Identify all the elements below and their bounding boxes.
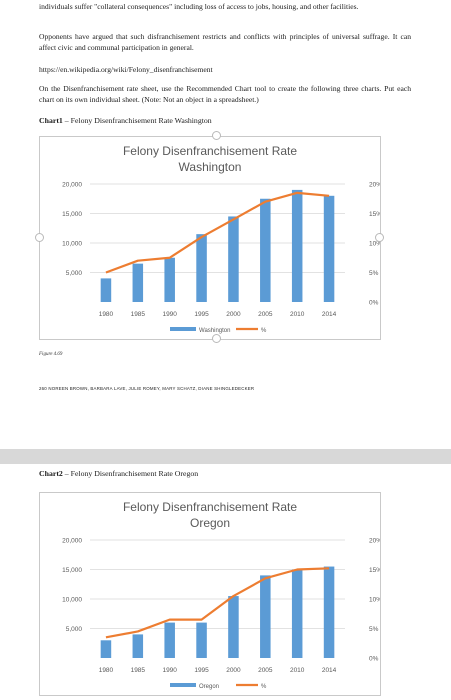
chart-title-line1: Felony Disenfranchisement Rate	[123, 500, 297, 514]
chart1-resize-handle-right[interactable]	[375, 233, 384, 242]
chart2-caption-text: – Felony Disenfranchisement Rate Oregon	[62, 469, 199, 478]
chart-bar	[164, 622, 175, 658]
chart-bar	[323, 566, 335, 658]
chart2-container[interactable]: Felony Disenfranchisement Rate Oregon 20,0…	[39, 492, 382, 696]
page-separator	[0, 449, 451, 464]
figure-label: Figure 4.69	[39, 352, 63, 357]
legend-bar-label: Washington	[199, 328, 230, 334]
chart-bar	[291, 569, 303, 658]
chart-bar	[100, 640, 112, 658]
x-axis-tick-label: 1995	[194, 311, 209, 318]
chart-bar	[228, 216, 239, 302]
x-axis-tick-label: 2005	[258, 667, 273, 674]
chart-title-line2: Oregon	[190, 516, 230, 530]
x-axis-tick-label: 1990	[162, 667, 177, 674]
chart2-caption: Chart2 – Felony Disenfranchisement Rate …	[39, 469, 198, 478]
wikipedia-link[interactable]: https://en.wikipedia.org/wiki/Felony_dis…	[39, 65, 213, 74]
x-axis-tick-label: 2000	[226, 667, 241, 674]
chart-line-series	[105, 191, 330, 274]
chart1-caption-text: – Felony Disenfranchisement Rate Washing…	[62, 116, 212, 125]
x-axis-tick-label: 2005	[258, 311, 273, 318]
x-axis-tick-label: 2000	[226, 311, 241, 318]
right-axis-tick-label: 15%	[369, 567, 380, 574]
left-axis-tick-label: 10,000	[62, 241, 82, 248]
left-axis-tick-label: 5,000	[66, 270, 83, 277]
chart-bar	[260, 575, 271, 658]
right-axis-tick-label: 0%	[369, 300, 379, 307]
chart-bar	[132, 263, 144, 302]
chart1-container[interactable]: Felony Disenfranchisement Rate Washington…	[39, 136, 382, 340]
x-axis-tick-label: 1985	[131, 311, 146, 318]
x-axis-tick-label: 2010	[290, 667, 305, 674]
chart-title-line1: Felony Disenfranchisement Rate	[123, 144, 297, 158]
legend-bar-swatch	[170, 683, 196, 687]
legend-bar-swatch	[170, 327, 196, 331]
x-axis-tick-label: 1985	[131, 667, 146, 674]
chart-bar	[132, 634, 144, 658]
left-axis-tick-label: 15,000	[62, 211, 82, 218]
chart1-caption-bold: Chart1	[39, 116, 63, 125]
chart1-caption: Chart1 – Felony Disenfranchisement Rate …	[39, 116, 212, 125]
right-axis-tick-label: 10%	[369, 597, 380, 604]
chart-title-line2: Washington	[179, 160, 242, 174]
chart-line-series	[105, 567, 330, 639]
chart-bar	[164, 257, 175, 302]
chart2-svg: Felony Disenfranchisement Rate Oregon 20,0…	[62, 500, 382, 690]
chart-bar	[100, 278, 112, 302]
right-axis-tick-label: 20%	[369, 182, 380, 189]
left-axis-tick-label: 20,000	[62, 182, 82, 189]
x-axis-tick-label: 1980	[99, 311, 114, 318]
argument-paragraph: Opponents have argued that such disfranc…	[39, 32, 411, 52]
right-axis-tick-label: 20%	[369, 538, 380, 545]
left-axis-tick-label: 5,000	[66, 626, 83, 633]
chart2-caption-bold: Chart2	[39, 469, 63, 478]
left-axis-tick-label: 10,000	[62, 597, 82, 604]
right-axis-tick-label: 5%	[369, 626, 379, 633]
legend-bar-label: Oregon	[199, 684, 219, 690]
x-axis-tick-label: 1990	[162, 311, 177, 318]
right-axis-tick-label: 0%	[369, 656, 379, 663]
right-axis-tick-label: 10%	[369, 241, 380, 248]
chart1-resize-handle-left[interactable]	[35, 233, 44, 242]
document-page-1: individuals suffer "collateral consequen…	[35, 2, 411, 391]
left-axis-tick-label: 20,000	[62, 538, 82, 545]
intro-paragraph: individuals suffer "collateral consequen…	[39, 2, 359, 11]
chart1-resize-handle-bottom[interactable]	[212, 334, 221, 343]
chart1-svg: Felony Disenfranchisement Rate Washington…	[62, 144, 382, 334]
chart-bar	[323, 195, 335, 302]
x-axis-tick-label: 2010	[290, 311, 305, 318]
x-axis-tick-label: 1995	[194, 667, 209, 674]
left-axis-tick-label: 15,000	[62, 567, 82, 574]
x-axis-tick-label: 2014	[322, 667, 337, 674]
chart1-resize-handle-top[interactable]	[212, 131, 221, 140]
legend-line-label: %	[261, 328, 267, 334]
right-axis-tick-label: 15%	[369, 211, 380, 218]
right-axis-tick-label: 5%	[369, 270, 379, 277]
chart-bar	[228, 596, 239, 658]
chart-bar	[196, 234, 207, 302]
chart-bar	[196, 622, 207, 658]
instructions-paragraph: On the Disenfranchisement rate sheet, us…	[39, 84, 411, 104]
document-page-2: Chart2 – Felony Disenfranchisement Rate …	[0, 464, 451, 700]
x-axis-tick-label: 1980	[99, 667, 114, 674]
chart-bar	[291, 189, 303, 302]
chart-bar	[260, 198, 271, 302]
x-axis-tick-label: 2014	[322, 311, 337, 318]
page-footer: 260 NOREEN BROWN, BARBARA LAVE, JULIE RO…	[39, 386, 255, 391]
legend-line-label: %	[261, 684, 267, 690]
